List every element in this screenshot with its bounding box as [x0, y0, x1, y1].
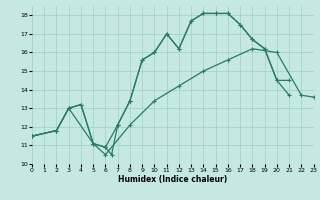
X-axis label: Humidex (Indice chaleur): Humidex (Indice chaleur)	[118, 175, 228, 184]
